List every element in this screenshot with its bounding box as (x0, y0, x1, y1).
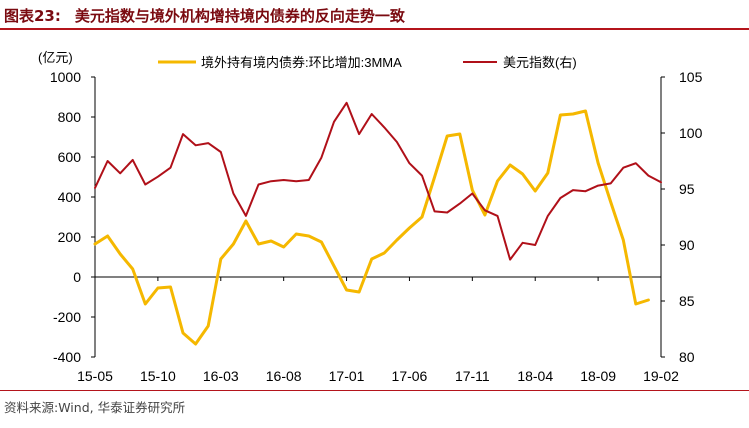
left-tick-label: 800 (58, 109, 82, 125)
left-tick-label: 400 (58, 189, 82, 205)
source-note: 资料来源:Wind, 华泰证券研究所 (4, 400, 186, 415)
chart-title: 图表23: 美元指数与境外机构增持境内债券的反向走势一致 (4, 5, 419, 26)
right-tick-label: 85 (679, 293, 695, 309)
legend: 境外持有境内债券:环比增加:3MMA 美元指数(右) (158, 55, 577, 70)
x-tick-label: 18-04 (517, 368, 553, 384)
bottom-rule (0, 390, 749, 391)
figure-label: 图表23: (4, 7, 61, 25)
x-tick-label: 15-05 (77, 368, 113, 384)
title-bar: 图表23: 美元指数与境外机构增持境内债券的反向走势一致 (0, 0, 749, 30)
right-tick-label: 90 (679, 237, 695, 253)
right-tick-label: 95 (679, 181, 695, 197)
series-lines (93, 101, 662, 346)
right-tick-label: 80 (679, 349, 695, 365)
x-tick-label: 16-03 (203, 368, 239, 384)
legend-item-usd-label: 美元指数(右) (503, 55, 577, 70)
title-rule (0, 28, 749, 30)
right-tick-label: 105 (679, 69, 703, 85)
x-tick-label: 17-01 (329, 368, 365, 384)
x-tick-label: 19-02 (643, 368, 679, 384)
tick-labels: -400 -200 0 200 400 600 800 1000 80 85 90 95 100 105 1… (50, 69, 703, 384)
chart: -400 -200 0 200 400 600 800 1000 80 85 90 95 100 105 1… (38, 50, 703, 384)
left-tick-label: 1000 (50, 69, 81, 85)
bond-holdings-line (93, 109, 650, 346)
axes (91, 76, 665, 358)
left-tick-label: 0 (73, 269, 81, 285)
left-axis-unit: (亿元) (38, 50, 73, 65)
figure-title: 美元指数与境外机构增持境内债券的反向走势一致 (74, 7, 405, 25)
x-tick-label: 18-09 (580, 368, 616, 384)
x-tick-label: 16-08 (266, 368, 302, 384)
x-tick-label: 15-10 (140, 368, 176, 384)
usd-index-line (94, 101, 662, 261)
left-tick-label: 600 (58, 149, 82, 165)
x-tick-label: 17-11 (455, 368, 490, 384)
left-tick-label: 200 (58, 229, 82, 245)
x-tick-label: 17-06 (392, 368, 428, 384)
right-tick-label: 100 (679, 125, 703, 141)
legend-item-bonds-label: 境外持有境内债券:环比增加:3MMA (201, 55, 402, 70)
left-tick-label: -200 (53, 309, 81, 325)
left-tick-label: -400 (53, 349, 81, 365)
